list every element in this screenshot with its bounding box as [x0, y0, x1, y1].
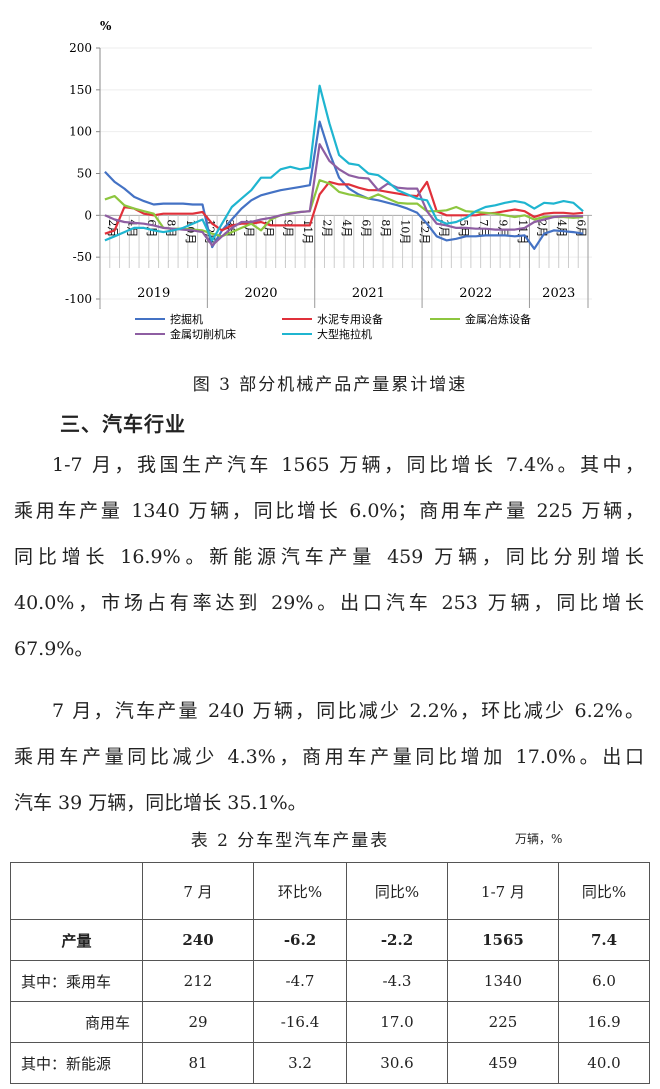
table-cell: 81 [142, 1042, 254, 1084]
table-cell: 1565 [447, 919, 559, 961]
paragraph-line: 汽车 39 万辆，同比增长 35.1%。 [14, 792, 307, 814]
table-row: 产量 240 -6.2 -2.2 1565 7.4 [10, 919, 650, 961]
table-cell: 16.9 [558, 1001, 650, 1043]
table-cell: 40.0 [558, 1042, 650, 1084]
y-tick-label: -50 [73, 250, 92, 264]
table-row: 其中：新能源 81 3.2 30.6 459 40.0 [10, 1042, 650, 1084]
table-cell: 225 [447, 1001, 559, 1043]
paragraph-line: 同比增长 16.9%。新能源汽车产量 459 万辆，同比分别增长 [14, 546, 644, 568]
series-line-0 [104, 120, 584, 250]
table-cell: -6.2 [253, 919, 347, 961]
table-row: 其中：乘用车 212 -4.7 -4.3 1340 6.0 [10, 960, 650, 1002]
car-production-table: 7 月 环比% 同比% 1-7 月 同比% 产量 240 -6.2 -2.2 1… [10, 862, 650, 1084]
y-tick-label: 150 [69, 83, 92, 97]
paragraph-2: 7 月，汽车产量 240 万辆，同比减少 2.2%，环比减少 6.2%。乘用车产… [14, 688, 644, 826]
header-cell: 同比% [558, 862, 650, 920]
x-tick-label: 4月 [340, 219, 353, 237]
table-cell: 459 [447, 1042, 559, 1084]
table-cell: 1340 [447, 960, 559, 1002]
year-label: 2022 [459, 286, 492, 301]
table-header-row: 7 月 环比% 同比% 1-7 月 同比% [10, 862, 650, 920]
paragraph-line: 40.0%，市场占有率达到 29%。出口汽车 253 万辆，同比增长 [14, 592, 644, 614]
header-cell: 同比% [346, 862, 448, 920]
paragraph-line: 67.9%。 [14, 638, 94, 660]
figure-caption: 图 3 部分机械产品产量累计增速 [192, 375, 468, 395]
year-label: 2019 [137, 286, 170, 301]
x-tick-label: 2月 [321, 219, 334, 237]
table-cell: 7.4 [558, 919, 650, 961]
x-tick-label: 11月 [516, 219, 529, 244]
legend-label: 挖掘机 [170, 312, 203, 326]
x-tick-label: 8月 [379, 219, 392, 237]
header-cell [10, 862, 143, 920]
series-line-1 [104, 180, 584, 235]
paragraph-line: 7 月，汽车产量 240 万辆，同比减少 2.2%，环比减少 6.2%。 [52, 700, 644, 722]
series-line-4 [104, 84, 584, 242]
table-cell: 212 [142, 960, 254, 1002]
series-line-3 [104, 143, 584, 247]
y-tick-label: 200 [69, 41, 92, 55]
x-tick-label: 9月 [282, 219, 295, 237]
paragraph-line: 乘用车产量 1340 万辆，同比增长 6.0%；商用车产量 225 万辆， [14, 500, 644, 522]
table-cell: 17.0 [346, 1001, 448, 1043]
paragraph-line: 乘用车产量同比减少 4.3%，商用车产量同比增加 17.0%。出口 [14, 746, 644, 768]
table-cell: -4.7 [253, 960, 347, 1002]
row-label: 商用车 [10, 1001, 143, 1043]
y-tick-label: 0 [84, 208, 92, 222]
x-tick-label: 6月 [574, 219, 587, 237]
year-label: 2023 [542, 286, 575, 301]
y-axis-unit: % [100, 19, 112, 33]
table-unit: 万辆，% [515, 832, 563, 846]
x-tick-label: 4月 [555, 219, 568, 237]
table-cell: 30.6 [346, 1042, 448, 1084]
x-tick-label: 12月 [418, 219, 431, 244]
table-cell: 3.2 [253, 1042, 347, 1084]
row-label: 其中：新能源 [10, 1042, 143, 1084]
table-cell: 29 [142, 1001, 254, 1043]
y-tick-label: 50 [77, 167, 92, 181]
paragraph-1: 1-7 月，我国生产汽车 1565 万辆，同比增长 7.4%。其中， 乘用车产量 … [14, 442, 644, 672]
paragraph-line: 1-7 月，我国生产汽车 1565 万辆，同比增长 7.4%。其中， [52, 454, 644, 476]
table-row: 商用车 29 -16.4 17.0 225 16.9 [10, 1001, 650, 1043]
year-label: 2021 [352, 286, 385, 301]
table-cell: 240 [142, 919, 254, 961]
table-cell: -2.2 [346, 919, 448, 961]
section-heading: 三、汽车行业 [60, 412, 186, 436]
x-tick-label: 11月 [301, 219, 314, 244]
table-cell: 6.0 [558, 960, 650, 1002]
header-cell: 1-7 月 [447, 862, 559, 920]
header-cell: 7 月 [142, 862, 254, 920]
table-cell: -16.4 [253, 1001, 347, 1043]
y-tick-label: 100 [69, 125, 92, 139]
legend-label: 大型拖拉机 [317, 327, 372, 341]
y-tick-label: -100 [65, 292, 92, 306]
table-caption: 表 2 分车型汽车产量表 [190, 831, 390, 851]
header-cell: 环比% [253, 862, 347, 920]
x-tick-label: 9月 [496, 219, 509, 237]
legend-label: 金属切削机床 [170, 327, 236, 341]
table-cell: -4.3 [346, 960, 448, 1002]
x-tick-label: 6月 [360, 219, 373, 237]
legend-label: 水泥专用设备 [317, 312, 383, 326]
legend-label: 金属冶炼设备 [465, 312, 531, 326]
year-label: 2020 [244, 286, 277, 301]
x-tick-label: 10月 [399, 219, 412, 244]
row-label: 其中：乘用车 [10, 960, 143, 1002]
row-label: 产量 [10, 919, 143, 961]
